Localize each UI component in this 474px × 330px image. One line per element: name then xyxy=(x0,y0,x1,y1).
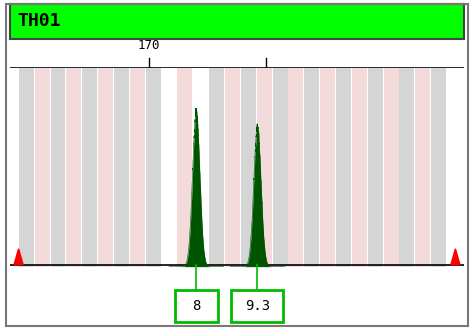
Bar xyxy=(19,68,34,267)
Text: 9.3: 9.3 xyxy=(245,299,270,313)
Bar xyxy=(66,68,82,267)
Bar xyxy=(146,68,161,267)
Polygon shape xyxy=(14,249,23,265)
Bar xyxy=(177,68,192,267)
Bar xyxy=(336,68,351,267)
FancyBboxPatch shape xyxy=(231,290,283,322)
Bar xyxy=(289,68,303,267)
Bar xyxy=(368,68,383,267)
Bar xyxy=(209,68,224,267)
Bar xyxy=(130,68,145,267)
Bar xyxy=(114,68,129,267)
Text: TH01: TH01 xyxy=(17,12,61,30)
Bar xyxy=(98,68,113,267)
Polygon shape xyxy=(451,249,460,265)
Text: 170: 170 xyxy=(137,39,160,51)
Bar xyxy=(241,68,256,267)
Bar xyxy=(383,68,399,267)
Bar xyxy=(415,68,430,267)
Bar xyxy=(51,68,65,267)
Bar xyxy=(82,68,97,267)
Bar xyxy=(304,68,319,267)
Text: 8: 8 xyxy=(192,299,201,313)
Bar xyxy=(273,68,288,267)
FancyBboxPatch shape xyxy=(175,290,218,322)
Bar xyxy=(400,68,414,267)
Bar xyxy=(352,68,367,267)
Bar xyxy=(320,68,335,267)
Bar xyxy=(431,68,446,267)
Bar xyxy=(257,68,272,267)
Bar xyxy=(225,68,240,267)
Bar xyxy=(35,68,50,267)
